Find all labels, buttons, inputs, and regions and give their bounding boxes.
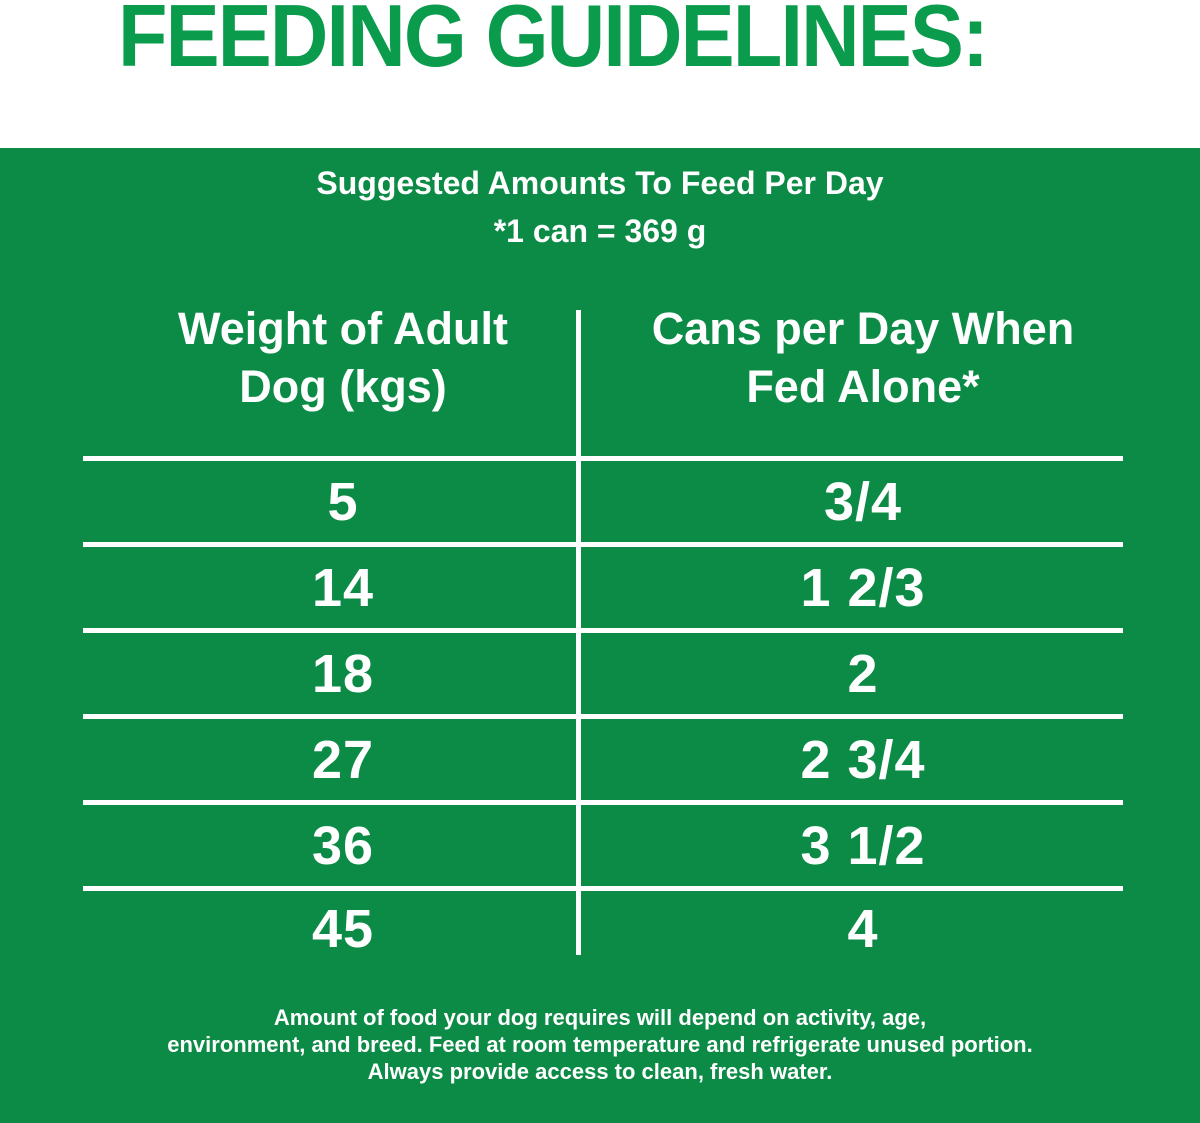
cans-value: 4 [847,898,879,959]
table-row: 14 1 2/3 [83,542,1123,628]
panel-subtitle: Suggested Amounts To Feed Per Day [316,165,884,201]
weight-value: 45 [311,898,375,959]
can-weight-note: *1 can = 369 g [493,213,707,249]
cans-value: 3 1/2 [800,815,926,876]
table-row: 5 3/4 [83,456,1123,542]
table-row: 45 4 [83,886,1123,966]
weight-value: 14 [311,557,375,618]
table-body: 5 3/4 14 1 2/3 18 2 27 2 3/4 36 3 1/2 45… [83,456,1123,966]
weight-value: 5 [327,471,359,532]
cans-value: 1 2/3 [800,557,926,618]
cans-value: 3/4 [823,471,903,532]
column-header-cans: Cans per Day When Fed Alone* [651,303,1075,412]
table-row: 36 3 1/2 [83,800,1123,886]
weight-value: 27 [311,729,375,790]
table-row: 27 2 3/4 [83,714,1123,800]
table-header-row: Weight of Adult Dog (kgs) Cans per Day W… [83,300,1123,416]
weight-value: 36 [311,815,375,876]
feeding-footnote: Amount of food your dog requires will de… [167,1005,1033,1084]
cans-value: 2 3/4 [800,729,926,790]
table-row: 18 2 [83,628,1123,714]
page-title: FEEDING GUIDELINES: [118,0,989,85]
column-divider-line [576,310,581,955]
feeding-guidelines-panel: Suggested Amounts To Feed Per Day *1 can… [0,148,1200,1123]
cans-value: 2 [847,643,879,704]
weight-value: 18 [311,643,375,704]
column-header-weight: Weight of Adult Dog (kgs) [178,303,508,412]
